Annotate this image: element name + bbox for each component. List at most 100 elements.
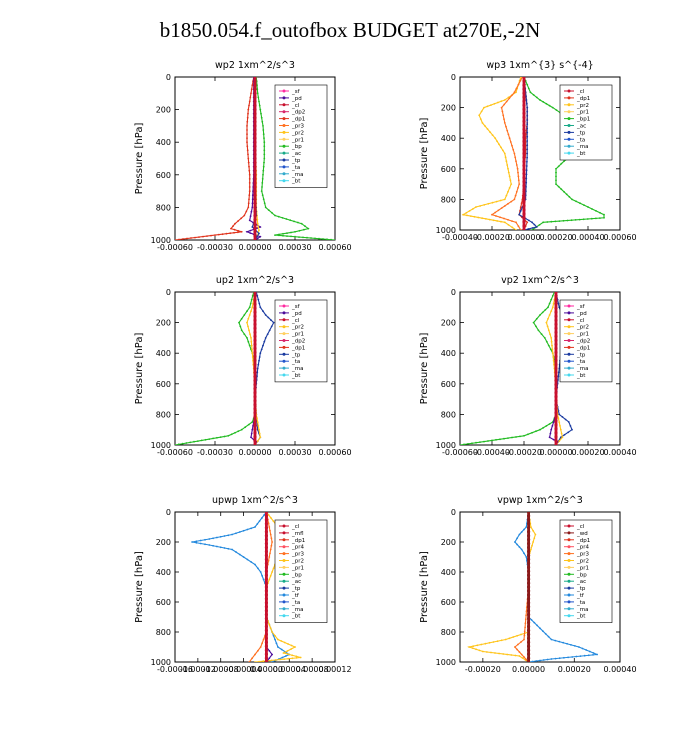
series-marker-wd xyxy=(527,656,531,660)
series-marker-pr2 xyxy=(560,432,563,435)
series-marker-pr3 xyxy=(491,213,493,216)
legend-box xyxy=(274,519,328,623)
series-marker-pr2 xyxy=(558,421,561,423)
series-marker-pr2 xyxy=(472,645,475,648)
legend-marker xyxy=(567,110,571,114)
series-marker-pr2 xyxy=(295,657,298,659)
plot-frame xyxy=(459,291,621,446)
series-marker-bp xyxy=(294,230,296,233)
series-marker-pr2 xyxy=(503,152,506,155)
series-marker-bp1 xyxy=(603,216,605,219)
series-marker-wd xyxy=(527,632,531,636)
x-tick-label: -0.00040 xyxy=(474,448,510,457)
series-marker-dp1 xyxy=(194,236,196,239)
series-marker-wd xyxy=(527,640,531,644)
series-marker-bp1 xyxy=(539,99,541,101)
legend-marker xyxy=(567,89,571,93)
series-marker-tp xyxy=(557,302,560,305)
legend-entry: _ma xyxy=(576,607,588,613)
series-marker-pr2 xyxy=(485,218,487,220)
series-marker-dp1 xyxy=(246,149,249,152)
series-marker-pr2 xyxy=(507,190,509,193)
series-marker-pr3 xyxy=(507,218,509,221)
series-marker-pr3 xyxy=(517,643,519,646)
series-marker-wd xyxy=(527,569,531,573)
x-tick-label: -0.00020 xyxy=(465,665,501,674)
series-marker-dp1 xyxy=(247,157,250,160)
series-marker-cl xyxy=(253,156,257,161)
legend-entry: _tf xyxy=(576,593,585,599)
legend-entry: _sf xyxy=(576,304,586,310)
series-marker-dp1 xyxy=(525,133,527,136)
series-marker-pr2 xyxy=(499,199,502,202)
series-marker-tf xyxy=(539,659,541,662)
legend-marker xyxy=(282,124,286,127)
series-marker-pr2 xyxy=(291,654,293,657)
legend: _cl_mfl_dp1_pr4_pr3_pr2_pr1_bp_ac_tp_tf_… xyxy=(274,519,328,623)
series-marker-bp xyxy=(238,321,240,324)
series-marker-pr2 xyxy=(471,647,474,649)
legend-entry: _ta xyxy=(291,359,300,365)
series-marker-bp xyxy=(548,302,551,305)
series-marker-tf xyxy=(575,655,578,658)
series-marker-bp xyxy=(326,238,328,240)
series-marker-pr2 xyxy=(551,352,554,355)
series-marker-pr2 xyxy=(256,440,259,443)
series-marker-tp xyxy=(256,371,259,374)
series-marker-cl xyxy=(264,530,268,534)
series-marker-pr2 xyxy=(502,149,504,152)
series-marker-wd xyxy=(527,561,531,565)
series-marker-pr2 xyxy=(250,337,252,339)
y-axis-label: Pressure [hPa] xyxy=(419,551,430,623)
series-marker-pr2 xyxy=(502,653,505,655)
x-tick-label: 0.00040 xyxy=(603,665,636,674)
series-marker-bp xyxy=(262,169,265,172)
series-marker-pr2 xyxy=(508,175,511,178)
series-marker-pr3 xyxy=(510,94,513,97)
y-tick-label: 800 xyxy=(156,203,171,212)
legend-entry: _bp xyxy=(291,144,302,150)
series-marker-cl xyxy=(264,512,268,514)
series-marker-bp1 xyxy=(565,193,568,196)
legend-entry: _tp xyxy=(576,130,586,136)
plot-frame xyxy=(459,76,621,231)
legend-entry: _bt xyxy=(291,614,301,620)
series-marker-pr2 xyxy=(550,310,553,312)
series-marker-bp xyxy=(532,321,535,324)
legend-entry: _bt xyxy=(291,373,301,379)
series-marker-pr2 xyxy=(559,425,561,427)
series-marker-pr2 xyxy=(462,213,465,216)
x-tick-label: 0.00030 xyxy=(278,448,311,457)
series-marker-pr2 xyxy=(257,425,260,427)
series-marker-cl xyxy=(253,91,257,95)
series-marker-cl xyxy=(253,124,257,128)
series-marker-pr2 xyxy=(267,514,270,516)
legend-marker xyxy=(567,607,571,611)
series-marker-wd xyxy=(527,534,531,538)
series-marker-bp xyxy=(247,340,250,343)
legend-entry: _cl xyxy=(291,103,300,109)
series-line-pr3 xyxy=(514,512,530,662)
series-marker-pr2 xyxy=(534,533,537,536)
series-line-bp xyxy=(460,292,557,445)
series-marker-pd xyxy=(552,421,555,423)
series-marker-wd xyxy=(527,609,531,613)
legend-marker xyxy=(282,96,286,100)
series-marker-tf xyxy=(259,571,262,573)
series-marker-bp xyxy=(551,294,554,297)
series-marker-tp xyxy=(558,413,561,416)
series-marker-tf xyxy=(227,534,230,537)
legend-marker xyxy=(282,130,286,134)
legend-entry: _dp1 xyxy=(291,345,305,351)
plot-title: vp2 1xm^2/s^3 xyxy=(501,275,579,286)
legend-entry: _cl xyxy=(291,318,300,324)
series-marker-tf xyxy=(212,544,215,547)
series-marker-tp xyxy=(263,340,266,343)
series-marker-pr3 xyxy=(505,125,507,128)
series-marker-bp xyxy=(264,206,267,209)
series-marker-bp1 xyxy=(558,220,561,223)
series-marker-cl xyxy=(253,77,257,79)
series-marker-cl xyxy=(554,318,558,322)
series-marker-bp1 xyxy=(579,202,581,205)
series-marker-bp xyxy=(193,440,195,443)
